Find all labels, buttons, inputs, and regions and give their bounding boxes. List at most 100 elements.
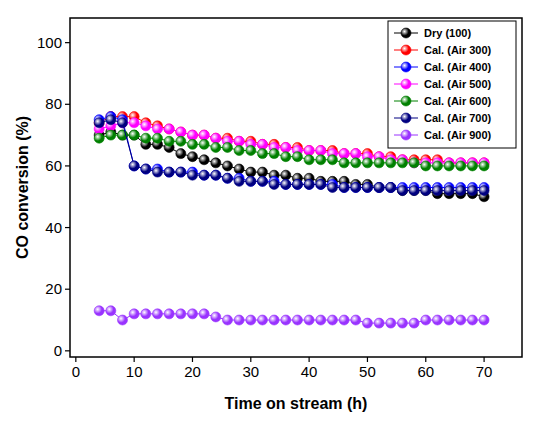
data-point: [339, 183, 349, 193]
data-point: [432, 161, 442, 171]
data-point: [94, 306, 104, 316]
data-point: [187, 130, 197, 140]
data-point: [467, 161, 477, 171]
y-tick: [65, 165, 70, 166]
legend-label: Cal. (Air 700): [424, 112, 492, 124]
data-point: [211, 142, 221, 152]
data-point: [234, 136, 244, 146]
data-point: [94, 133, 104, 143]
data-point: [316, 146, 326, 156]
data-point: [432, 186, 442, 196]
data-point: [222, 142, 232, 152]
data-point: [374, 183, 384, 193]
data-point: [281, 170, 291, 180]
data-point: [386, 318, 396, 328]
data-point: [246, 167, 256, 177]
y-tick-label: 80: [45, 95, 62, 112]
data-point: [421, 161, 431, 171]
legend-marker: [401, 113, 411, 123]
data-point: [281, 152, 291, 162]
data-point: [152, 167, 162, 177]
legend-label: Dry (100): [424, 27, 471, 39]
data-point: [141, 133, 151, 143]
y-axis-label: CO conversion (%): [14, 116, 31, 259]
data-point: [176, 127, 186, 137]
y-tick: [65, 42, 70, 43]
data-point: [421, 186, 431, 196]
data-point: [106, 115, 116, 125]
data-point: [409, 186, 419, 196]
x-tick-label: 70: [476, 363, 493, 380]
x-tick: [75, 357, 76, 362]
data-point: [362, 158, 372, 168]
data-point: [351, 183, 361, 193]
x-tick-label: 30: [242, 363, 259, 380]
data-point: [374, 183, 384, 193]
data-point: [246, 315, 256, 325]
data-point: [456, 161, 466, 171]
data-point: [211, 312, 221, 322]
data-point: [234, 315, 244, 325]
data-point: [269, 179, 279, 189]
data-point: [199, 309, 209, 319]
data-point: [351, 149, 361, 159]
data-point: [421, 186, 431, 196]
y-tick-label: 0: [54, 342, 62, 359]
data-point: [304, 146, 314, 156]
y-tick-label: 100: [37, 34, 62, 51]
legend-label: Cal. (Air 900): [424, 129, 492, 141]
data-point: [292, 152, 302, 162]
data-point: [374, 318, 384, 328]
data-point: [164, 309, 174, 319]
x-tick: [250, 357, 251, 362]
data-point: [281, 315, 291, 325]
data-point: [234, 136, 244, 146]
data-point: [176, 167, 186, 177]
data-point: [234, 164, 244, 174]
legend-marker: [401, 130, 411, 140]
data-point: [211, 158, 221, 168]
data-point: [339, 315, 349, 325]
data-point: [199, 170, 209, 180]
data-point: [129, 130, 139, 140]
data-point: [281, 142, 291, 152]
x-tick-label: 0: [72, 363, 80, 380]
data-point: [351, 183, 361, 193]
data-point: [339, 149, 349, 159]
data-point: [327, 183, 337, 193]
y-tick-label: 40: [45, 219, 62, 236]
x-tick: [309, 357, 310, 362]
x-axis-label: Time on stream (h): [225, 395, 368, 412]
data-point: [199, 155, 209, 165]
data-point: [176, 136, 186, 146]
data-point: [94, 118, 104, 128]
data-point: [304, 179, 314, 189]
data-point: [339, 158, 349, 168]
data-point: [106, 130, 116, 140]
data-point: [281, 142, 291, 152]
legend-label: Cal. (Air 300): [424, 44, 492, 56]
x-tick-label: 60: [417, 363, 434, 380]
data-point: [234, 176, 244, 186]
data-point: [234, 146, 244, 156]
data-point: [246, 146, 256, 156]
data-point: [129, 161, 139, 171]
data-point: [456, 315, 466, 325]
x-tick-label: 10: [126, 363, 143, 380]
data-point: [106, 306, 116, 316]
legend: Dry (100)Cal. (Air 300)Cal. (Air 400)Cal…: [388, 21, 516, 148]
x-tick: [134, 357, 135, 362]
data-point: [269, 149, 279, 159]
y-tick: [65, 227, 70, 228]
data-point: [246, 176, 256, 186]
data-point: [222, 173, 232, 183]
data-point: [176, 149, 186, 159]
data-point: [164, 124, 174, 134]
data-point: [316, 146, 326, 156]
data-point: [141, 309, 151, 319]
data-point: [409, 158, 419, 168]
data-point: [152, 133, 162, 143]
data-point: [257, 176, 267, 186]
data-point: [327, 155, 337, 165]
x-tick: [367, 357, 368, 362]
